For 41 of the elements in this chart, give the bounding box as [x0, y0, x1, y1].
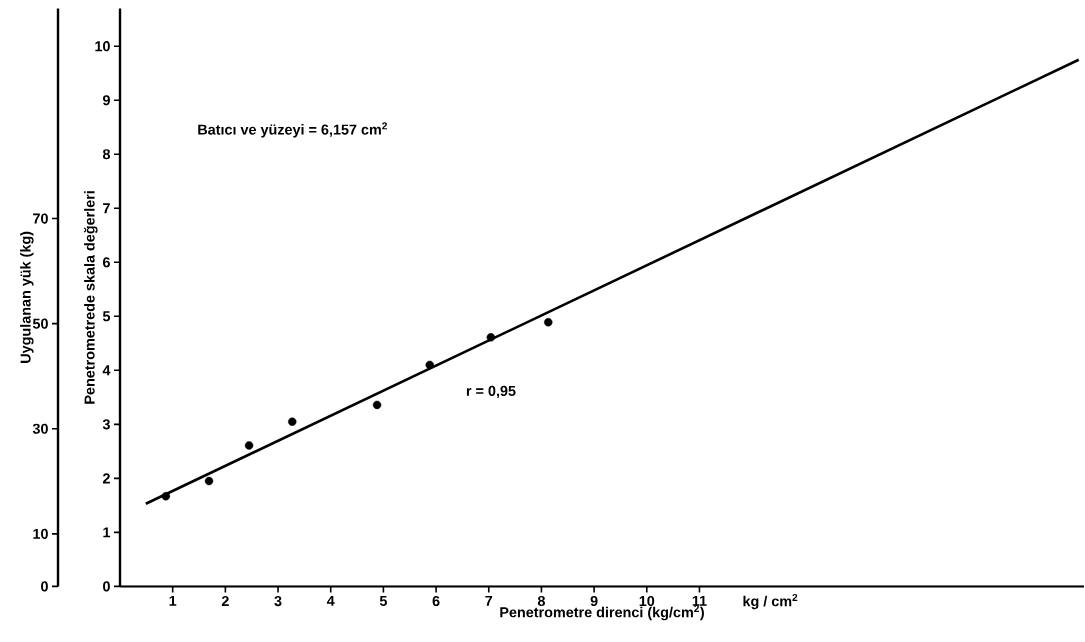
y2-tick-label: 70 [33, 213, 48, 224]
x-tick-label: 2 [221, 595, 229, 606]
y2-tick-label: 0 [41, 581, 48, 592]
y-tick-label: 9 [102, 95, 110, 106]
y-tick-label: 7 [103, 203, 110, 214]
point [544, 318, 553, 327]
x-tick-label: 10 [639, 595, 655, 607]
y2-tick-label: 50 [32, 318, 48, 329]
y-tick-label: 5 [102, 311, 111, 322]
y-tick-label: 6 [103, 257, 110, 268]
y-tick-label: 0 [103, 581, 110, 592]
x-tick-label: 9 [590, 595, 598, 607]
annotation: r = 0,95 [466, 385, 516, 399]
y-tick-label: 1 [103, 527, 111, 538]
y2-axis-title: Uygulanan yük (kg) [20, 231, 34, 363]
x-tick-label: 3 [274, 595, 282, 607]
y2-tick-label: 10 [33, 528, 48, 539]
x-tick-label: 7 [485, 595, 493, 606]
x-tick-label: 4 [326, 595, 335, 606]
point [372, 400, 382, 410]
point [486, 333, 496, 342]
annotation: Batıcı ve yüzeyi = 6,157 cm$^{2}$ [198, 122, 387, 138]
y-tick-label: 10 [95, 41, 110, 52]
point [425, 360, 434, 370]
y-tick-label: 2 [102, 473, 110, 484]
x-tick-label: 6 [432, 595, 440, 607]
point [288, 417, 297, 426]
x-tick-label: 8 [537, 595, 545, 607]
point [244, 441, 254, 450]
y-tick-label: 8 [102, 149, 111, 160]
x-tick-label: 11 [692, 595, 707, 606]
y2-tick-label: 30 [32, 423, 48, 434]
y-axis-title: Penetrometrede skala değerleri [83, 191, 98, 404]
point [161, 491, 171, 501]
y-tick-label: 3 [102, 419, 110, 430]
point [204, 476, 214, 486]
x-tick-label: 1 [169, 595, 177, 606]
x-tick-label: 5 [379, 595, 387, 606]
text: kg / cm$^{2}$ [743, 593, 798, 610]
y-tick-label: 4 [102, 365, 111, 376]
x-axis-title: Penetrometre direnci (kg/cm$^{2}$) [500, 605, 704, 621]
